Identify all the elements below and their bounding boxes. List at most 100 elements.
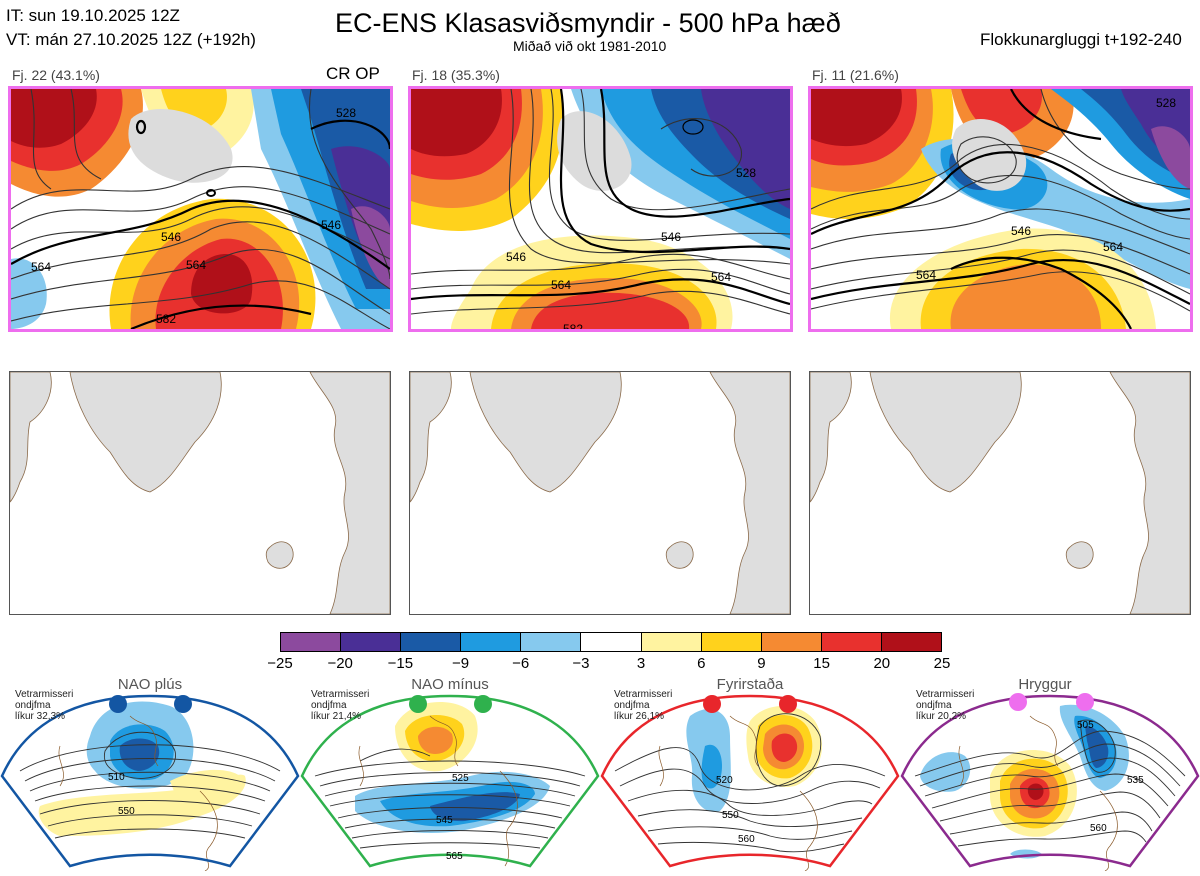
colorbar-tick-label: −3 [572, 655, 590, 672]
cluster-3-label: Fj. 11 (21.6%) [812, 67, 899, 83]
anomaly-colorbar [280, 632, 942, 652]
cluster-1-tag: CR OP [326, 64, 380, 83]
contour-label: 510 [108, 772, 125, 783]
regime-pole-dot [174, 695, 192, 713]
regime-title-nao-minus: NAO mínus [411, 676, 489, 693]
colorbar-tick-label: −25 [267, 655, 293, 672]
contour-label: 546 [321, 218, 341, 232]
regime-info-ridge: Vetrarmisseri ondjfma líkur 20,2% [916, 689, 975, 722]
regime-frame [300, 694, 600, 868]
valid-time: VT: mán 27.10.2025 12Z (+192h) [6, 30, 256, 49]
colorbar-swatch [521, 633, 582, 651]
regime-nao-minus: 525 545 565 [300, 676, 600, 871]
regime-pole-dot [703, 695, 721, 713]
colorbar-tick-label: −6 [512, 655, 530, 672]
contour-label: 546 [161, 230, 181, 244]
colorbar-swatch [461, 633, 522, 651]
regime-info-nao-plus: Vetrarmisseri ondjfma líkur 32,3% [15, 689, 74, 722]
regime-info-nao-minus: Vetrarmisseri ondjfma líkur 21,4% [311, 689, 370, 722]
contour-label: 582 [156, 312, 176, 326]
regime-nao-minus-map: 525 545 565 [300, 694, 600, 868]
contour-label: 505 [1077, 720, 1094, 731]
colorbar-swatch [401, 633, 462, 651]
contour-label: 528 [736, 166, 756, 180]
colorbar-swatch [881, 633, 942, 651]
regime-title-blocking: Fyrirstaða [716, 676, 784, 693]
regime-title-ridge: Hryggur [1018, 676, 1072, 693]
contour-label: 564 [186, 258, 206, 272]
regime-blocking: 520 550 560 [600, 676, 900, 872]
member-map-1-landmass [10, 372, 390, 614]
cluster-window: Flokkunargluggi t+192-240 [980, 30, 1182, 49]
contour-label: 550 [722, 810, 739, 821]
regime-pole-dot [779, 695, 797, 713]
contour-label: 546 [661, 230, 681, 244]
contour-label: 564 [711, 270, 731, 284]
init-time: IT: sun 19.10.2025 12Z [6, 6, 180, 25]
cluster-1-label: Fj. 22 (43.1%) [12, 67, 100, 83]
cluster-2-label: Fj. 18 (35.3%) [412, 67, 500, 83]
regime-pole-dot [1076, 693, 1094, 711]
contour-label: 550 [118, 806, 135, 817]
colorbar-tick-label: −20 [327, 655, 353, 672]
contour-label: 525 [452, 773, 469, 784]
regime-pole-dot [474, 695, 492, 713]
regime-frame [600, 694, 900, 868]
colorbar-tick-label: −15 [387, 655, 414, 672]
contour-label: 560 [1090, 823, 1107, 834]
contour-label: 564 [31, 260, 51, 274]
regime-ridge: 505 535 560 [900, 676, 1200, 872]
contour-label: 545 [436, 815, 453, 826]
member-map-2 [409, 371, 791, 615]
colorbar-swatch [281, 633, 342, 651]
regime-title-nao-plus: NAO plús [117, 676, 183, 693]
regime-pole-dot [409, 695, 427, 713]
contour-label: 520 [716, 775, 733, 786]
regime-ridge-map: 505 535 560 [900, 693, 1200, 872]
colorbar-swatch [821, 633, 882, 651]
colorbar-tick-label: −9 [451, 655, 470, 672]
cluster-3-anomaly-chart: 546 564 564 528 [811, 89, 1190, 329]
member-map-2-landmass [410, 372, 790, 614]
contour-label: 528 [336, 106, 356, 120]
contour-label: 560 [738, 834, 755, 845]
colorbar-swatch [701, 633, 762, 651]
colorbar-tick-label: 9 [757, 655, 766, 672]
cluster-2-map: 546 546 564 564 528 582 [408, 86, 793, 332]
contour-label: 564 [1103, 240, 1123, 254]
cluster-3-map: 546 564 564 528 [808, 86, 1193, 332]
member-map-1 [9, 371, 391, 615]
cluster-1-anomaly-chart: 546 564 582 528 546 564 [11, 89, 390, 329]
cluster-2-contour-labels: 546 546 564 564 528 582 [506, 166, 756, 329]
regime-nao-plus: 510 550 [0, 676, 300, 872]
regime-pole-dot [1009, 693, 1027, 711]
member-map-3-landmass [810, 372, 1190, 614]
contour-label: 535 [1127, 775, 1144, 786]
contour-label: 564 [551, 278, 571, 292]
contour-label: 564 [916, 268, 936, 282]
cluster-2-anomaly-chart: 546 546 564 564 528 582 [411, 89, 790, 329]
member-map-3 [809, 371, 1191, 615]
colorbar-tick-label: 6 [697, 655, 706, 672]
colorbar-swatch [641, 633, 702, 651]
regime-frame [0, 694, 300, 868]
cluster-1-map: 546 564 582 528 546 564 [8, 86, 393, 332]
regime-pole-dot [109, 695, 127, 713]
colorbar-tick-label: 3 [636, 655, 646, 672]
colorbar-tick-label: 20 [873, 655, 891, 672]
cluster-3-contour-labels: 546 564 564 528 [916, 96, 1176, 282]
colorbar-swatch [581, 633, 642, 651]
colorbar-swatch [761, 633, 822, 651]
contour-label: 546 [1011, 224, 1031, 238]
contour-label: 528 [1156, 96, 1176, 110]
colorbar-tick-label: 25 [933, 655, 951, 672]
page-title: EC-ENS Klasasviðsmyndir - 500 hPa hæð [335, 8, 841, 38]
regime-info-blocking: Vetrarmisseri ondjfma líkur 26,1% [614, 689, 673, 722]
page-subtitle: Miðað við okt 1981-2010 [513, 38, 667, 54]
regime-blocking-map: 520 550 560 [600, 694, 900, 872]
contour-label: 546 [506, 250, 526, 264]
colorbar-swatch [341, 633, 402, 651]
regime-frame [900, 694, 1200, 868]
cluster-1-contour-labels: 546 564 582 528 546 564 [31, 106, 356, 326]
colorbar-tick-label: 15 [813, 655, 830, 672]
